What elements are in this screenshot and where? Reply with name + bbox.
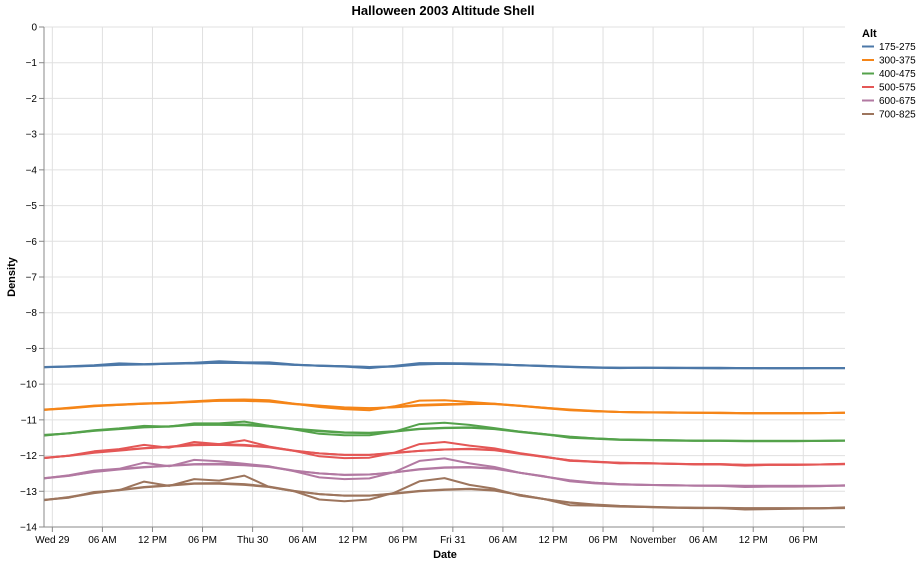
legend-label: 175-275 <box>879 42 916 53</box>
series-line <box>43 439 846 467</box>
series-layer <box>43 360 846 511</box>
y-axis-title: Density <box>6 256 18 297</box>
x-tick-label: 06 PM <box>589 535 618 546</box>
series-line <box>43 443 846 466</box>
series-line <box>43 361 845 370</box>
y-tick-label: −5 <box>26 201 38 212</box>
series-line <box>43 420 846 443</box>
y-tick-label: −1 <box>26 58 38 69</box>
x-tick-label: Thu 30 <box>237 535 269 546</box>
x-tick-label: 12 PM <box>138 535 167 546</box>
y-tick-label: −9 <box>26 344 38 355</box>
x-tick-label: 12 PM <box>338 535 367 546</box>
y-tick-label: −2 <box>26 94 38 105</box>
legend-label: 600-675 <box>879 96 916 107</box>
series-300-375 <box>43 398 846 415</box>
x-tick-label: 06 AM <box>689 535 717 546</box>
x-tick-label: 06 PM <box>789 535 818 546</box>
y-tick-label: −10 <box>20 380 37 391</box>
y-tick-label: −4 <box>26 165 38 176</box>
y-axis: 0 −1 −2 −3 −4 −5 −6 −7 −8 −9 −10 −11 −12 −13 −14 <box>20 23 44 534</box>
series-line <box>43 398 846 415</box>
x-tick-label: 06 PM <box>388 535 417 546</box>
legend-label: 400-475 <box>879 69 916 80</box>
series-line <box>43 463 846 487</box>
x-tick-label: Wed 29 <box>35 535 70 546</box>
legend-label: 500-575 <box>879 83 916 94</box>
x-axis-title: Date <box>433 549 457 561</box>
series-400-475 <box>43 420 846 443</box>
legend-title: Alt <box>862 28 877 40</box>
series-700-825 <box>43 474 846 511</box>
legend-label: 700-825 <box>879 110 916 121</box>
y-tick-label: −6 <box>26 237 38 248</box>
series-175-275 <box>43 360 845 370</box>
series-line <box>43 474 846 511</box>
x-tick-label: Fri 31 <box>440 535 466 546</box>
y-tick-label: −8 <box>26 308 38 319</box>
x-axis: Wed 29 06 AM 12 PM 06 PM Thu 30 06 AM 12 PM 06 … <box>35 527 818 546</box>
grid <box>44 26 845 528</box>
y-tick-label: −13 <box>20 487 37 498</box>
series-line <box>43 457 846 488</box>
series-600-675 <box>43 457 846 488</box>
legend: Alt 175-275 300-375 400-475 500-575 600-675 7… <box>862 28 916 121</box>
y-tick-label: −14 <box>20 523 37 534</box>
x-tick-label: 12 PM <box>739 535 768 546</box>
chart-title: Halloween 2003 Altitude Shell <box>351 3 534 18</box>
legend-label: 300-375 <box>879 56 916 67</box>
series-line <box>43 423 846 442</box>
y-tick-label: −7 <box>26 273 38 284</box>
series-line <box>43 482 846 510</box>
x-tick-label: November <box>630 535 677 546</box>
series-500-575 <box>43 439 846 467</box>
x-tick-label: 06 AM <box>288 535 316 546</box>
x-tick-label: 06 AM <box>88 535 116 546</box>
x-tick-label: 06 AM <box>489 535 517 546</box>
x-tick-label: 12 PM <box>539 535 568 546</box>
y-tick-label: −12 <box>20 451 37 462</box>
y-tick-label: −11 <box>21 415 38 426</box>
series-line <box>43 399 846 415</box>
x-tick-label: 06 PM <box>188 535 217 546</box>
y-tick-label: 0 <box>31 23 37 34</box>
y-tick-label: −3 <box>26 130 38 141</box>
